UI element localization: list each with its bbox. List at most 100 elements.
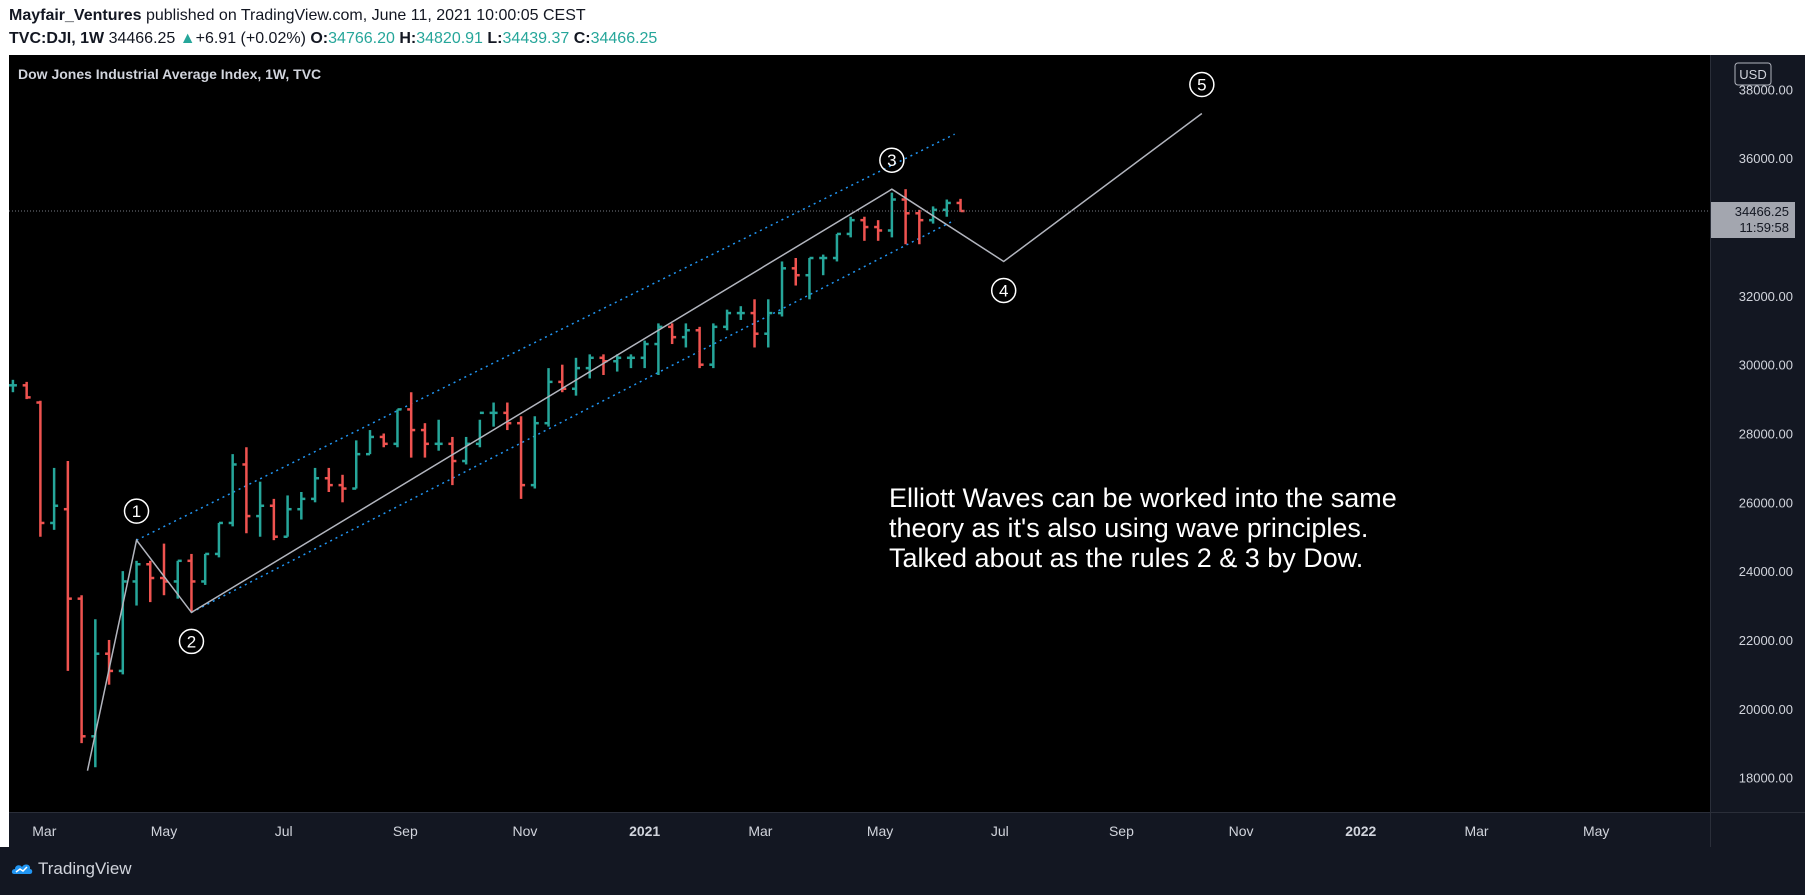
currency-label: USD — [1739, 67, 1766, 82]
close-value: 34466.25 — [590, 30, 658, 47]
ohlc-bar — [791, 258, 800, 286]
footer-bar: TradingView — [0, 847, 1805, 895]
brand-name: TradingView — [38, 859, 132, 878]
ohlc-bar — [668, 323, 677, 345]
ohlc-bar — [778, 261, 787, 317]
ohlc-bar — [654, 323, 663, 376]
ohlc-bar — [146, 560, 155, 603]
wave-label-circle — [178, 628, 205, 655]
price-tick-label: 36000.00 — [1739, 151, 1793, 166]
ohlc-bar — [942, 199, 951, 217]
ohlc-bar — [805, 256, 814, 300]
author-name[interactable]: Mayfair_Ventures — [9, 7, 142, 24]
ohlc-bar — [695, 326, 704, 369]
ohlc-bar — [214, 521, 223, 558]
ohlc-bar — [860, 216, 869, 241]
wave-label-circle — [990, 277, 1017, 304]
ohlc-bar — [736, 306, 745, 320]
wave-label-number: 3 — [887, 151, 896, 170]
last-price-tag — [1711, 202, 1795, 239]
currency-button[interactable] — [1734, 62, 1772, 86]
price-tick-label: 38000.00 — [1739, 82, 1793, 97]
low-label: L: — [487, 30, 503, 47]
ohlc-bar — [242, 447, 251, 534]
symbol-label: TVC:DJI, 1W — [9, 30, 105, 47]
price-tick-label: 32000.00 — [1739, 289, 1793, 304]
ohlc-bar — [365, 430, 374, 456]
wave-label-circle — [879, 147, 905, 173]
ohlc-bar — [832, 232, 841, 262]
ohlc-bar — [723, 309, 732, 331]
ohlc-bar — [352, 440, 361, 490]
last-price-tag-value: 34466.25 — [1735, 204, 1789, 219]
ohlc-bar — [764, 299, 773, 348]
channel-lower-line — [191, 219, 955, 614]
open-label: O: — [310, 30, 329, 47]
time-tick-label: Nov — [513, 823, 538, 839]
plot-background — [9, 55, 1710, 812]
ohlc-bar — [434, 419, 443, 451]
ohlc-bar — [626, 354, 635, 369]
channel-upper-line — [136, 133, 955, 541]
low-value: 34439.37 — [502, 30, 570, 47]
wave-path — [86, 112, 1203, 771]
ohlc-bar — [846, 216, 855, 238]
chart-svg[interactable]: 38000.0036000.0034000.0032000.0030000.00… — [8, 55, 1805, 847]
ohlc-bar — [50, 467, 59, 530]
cloud-chart-icon — [11, 864, 33, 874]
ohlc-bar — [256, 481, 265, 537]
ohlc-bar — [63, 461, 72, 671]
elliott-wave: 1 2 3 4 5 — [86, 71, 1215, 771]
ohlc-bar — [750, 299, 759, 348]
price-tick-label: 22000.00 — [1739, 633, 1793, 648]
change-arrow-icon: ▲ — [179, 30, 196, 47]
annotation-line-2: theory as it's also using wave principle… — [889, 513, 1368, 543]
time-tick-label: Mar — [32, 823, 56, 839]
ohlc-line: TVC:DJI, 1W 34466.25 ▲+6.91 (+0.02%) O:3… — [9, 30, 657, 48]
time-tick-label: May — [1583, 823, 1609, 839]
wave-label-number: 4 — [999, 281, 1008, 300]
ohlc-bar — [8, 379, 17, 393]
ohlc-bar — [393, 408, 402, 448]
ohlc-bar — [887, 192, 896, 238]
ohlc-bar — [118, 571, 127, 675]
price-tick-label: 28000.00 — [1739, 427, 1793, 442]
ohlc-bar — [681, 323, 690, 348]
tradingview-logo[interactable]: TradingView — [10, 859, 132, 879]
last-price: 34466.25 — [108, 30, 176, 47]
ohlc-bar — [448, 436, 457, 486]
wave-label-number: 5 — [1197, 75, 1206, 94]
time-axis[interactable]: Mar May Jul Sep Nov 2021 Mar May Jul Sep Nov 2022 Ma… — [32, 823, 1609, 839]
open-value: 34766.20 — [328, 30, 395, 47]
ohlc-bar — [132, 560, 141, 606]
ohlc-bar — [228, 454, 237, 527]
time-tick-label: Sep — [393, 823, 418, 839]
ohlc-bar — [517, 416, 526, 499]
ohlc-bar — [324, 467, 333, 492]
price-tick-label: 30000.00 — [1739, 358, 1793, 373]
last-price-countdown: 11:59:58 — [1739, 220, 1789, 235]
wave-label-number: 1 — [132, 502, 141, 521]
chart-area[interactable]: 38000.0036000.0034000.0032000.0030000.00… — [8, 55, 1805, 847]
time-tick-label: 2021 — [629, 823, 660, 839]
time-tick-label: Jul — [991, 823, 1009, 839]
annotation-line-3: Talked about as the rules 2 & 3 by Dow. — [889, 543, 1363, 573]
ohlc-bar — [311, 467, 320, 503]
price-axis[interactable]: 38000.0036000.0034000.0032000.0030000.00… — [1739, 82, 1793, 785]
ohlc-bar — [297, 491, 306, 520]
ohlc-bar — [585, 354, 594, 379]
ohlc-bar — [640, 340, 649, 369]
ohlc-bar — [709, 323, 718, 369]
ohlc-bar — [187, 553, 196, 613]
price-tick-label: 24000.00 — [1739, 564, 1793, 579]
wave-label-number: 2 — [187, 632, 196, 651]
price-tick-label: 26000.00 — [1739, 495, 1793, 510]
published-text: published on TradingView.com, June 11, 2… — [145, 7, 586, 24]
ohlc-bar — [407, 392, 416, 458]
ohlc-bar — [874, 220, 883, 241]
ohlc-bar — [105, 639, 114, 685]
wave-label-circle — [123, 498, 150, 524]
close-label: C: — [573, 30, 591, 47]
annotation-text: Elliott Waves can be worked into the sam… — [889, 483, 1404, 573]
